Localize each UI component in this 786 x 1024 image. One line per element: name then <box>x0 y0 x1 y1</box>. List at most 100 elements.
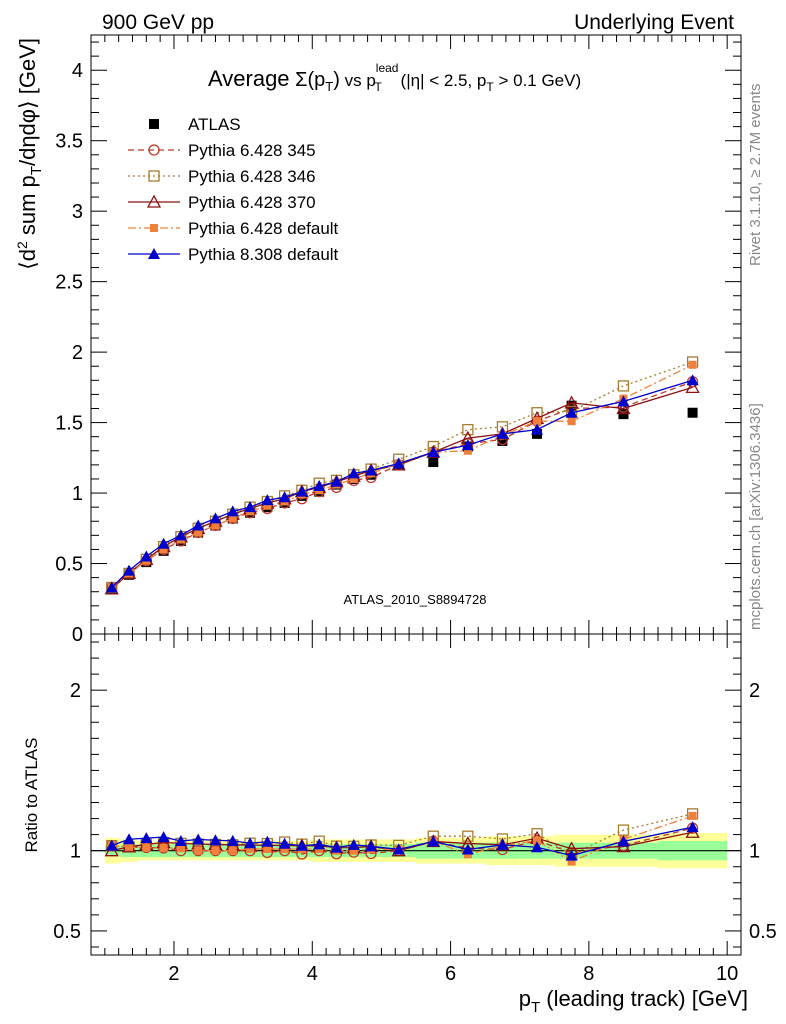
ratio-point <box>365 840 378 852</box>
legend-label: Pythia 6.428 346 <box>188 167 316 186</box>
ratio-point <box>392 843 405 855</box>
ratio-point <box>261 835 274 847</box>
ratio-point <box>330 841 343 853</box>
data-point <box>263 501 272 510</box>
legend-label: ATLAS <box>188 115 241 134</box>
y-tick-label-right: 0.5 <box>749 921 777 943</box>
ratio-point <box>617 824 630 836</box>
ratio-point <box>496 838 509 850</box>
ratio-point <box>226 834 239 846</box>
legend-marker <box>150 224 158 232</box>
data-point <box>209 512 222 524</box>
y-tick-label-right: 1 <box>749 841 760 863</box>
data-point <box>174 529 187 541</box>
ratio-point <box>125 842 134 851</box>
y-tick-label: 1.5 <box>55 413 83 435</box>
legend-marker <box>148 248 160 259</box>
ratio-point <box>157 831 170 843</box>
legend-label: Pythia 6.428 default <box>188 219 339 238</box>
ratio-point <box>280 844 289 853</box>
legend-label: Pythia 6.428 370 <box>188 193 316 212</box>
legend-label: Pythia 8.308 default <box>188 245 339 264</box>
legend-label: Pythia 6.428 345 <box>188 141 316 160</box>
data-point <box>686 374 699 386</box>
data-point <box>496 427 509 439</box>
data-point <box>427 446 440 458</box>
ratio-point <box>244 837 257 849</box>
data-point <box>687 407 698 418</box>
ratio-point <box>209 834 222 846</box>
data-point <box>688 360 697 369</box>
ratio-point <box>140 832 153 844</box>
y-tick-label: 1 <box>70 841 81 863</box>
legend-marker <box>148 144 160 156</box>
data-point <box>295 485 308 497</box>
data-point <box>140 550 153 562</box>
data-point <box>194 528 203 537</box>
y-tick-label: 3 <box>72 201 83 223</box>
ratio-point <box>686 821 699 833</box>
y-tick-label: 0 <box>72 624 83 646</box>
ratio-point <box>192 833 205 845</box>
series-2 <box>106 356 699 594</box>
data-point <box>228 514 237 523</box>
ratio-series-5 <box>105 821 699 861</box>
ratio-point <box>462 830 474 842</box>
ratio-line <box>111 827 693 855</box>
ratio-point <box>211 846 220 855</box>
data-point <box>617 395 630 407</box>
ratio-point <box>313 838 326 850</box>
data-point <box>347 467 360 479</box>
upper-plot: 0 0.5 1 1.5 2 2.5 3 3.5 4 ⟨d2 sum pT/dηdφ⟩ [GeV] A… <box>14 34 742 646</box>
legend: ATLAS Pythia 6.428 345 Pythia 6.428 346 Pyt… <box>128 115 339 264</box>
data-point <box>226 505 239 517</box>
ratio-point <box>349 846 358 855</box>
ratio-point <box>565 849 578 861</box>
series-line <box>111 381 693 588</box>
data-point <box>533 417 542 426</box>
data-point <box>616 401 631 415</box>
ratio-point <box>159 843 168 852</box>
mcplots-label: mcplots.cern.ch [arXiv:1306.3436] <box>747 403 764 630</box>
analysis-id: ATLAS_2010_S8894728 <box>344 592 487 607</box>
data-point <box>313 480 326 492</box>
y-tick-label-right: 2 <box>749 680 760 702</box>
lower-frame <box>90 633 742 956</box>
data-point <box>565 406 578 418</box>
ratio-point <box>617 835 630 847</box>
series-3 <box>104 379 700 595</box>
x-tick-label: 10 <box>716 963 738 985</box>
lower-plot: 2 4 6 8 10 0.5 0.5 1 1 2 2 pT (leading track) [GeV]… <box>22 633 777 1016</box>
series-line <box>111 364 693 588</box>
data-point <box>497 435 508 446</box>
x-axis-label: pT (leading track) [GeV] <box>519 986 748 1016</box>
x-tick-label: 4 <box>307 963 318 985</box>
x-tick-label: 2 <box>168 963 179 985</box>
ratio-point <box>142 843 151 852</box>
data-point <box>365 464 378 476</box>
y-tick-label: 4 <box>72 60 83 82</box>
data-point <box>462 423 474 436</box>
data-point <box>685 379 700 394</box>
data-point <box>461 439 474 451</box>
data-point <box>428 457 439 468</box>
legend-marker <box>148 170 160 182</box>
ratio-point <box>461 843 474 855</box>
data-point <box>278 491 291 503</box>
ratio-point <box>531 841 544 853</box>
ratio-point <box>295 839 308 851</box>
x-tick-label: 8 <box>583 963 594 985</box>
y-tick-label: 0.5 <box>55 554 83 576</box>
ratio-point <box>427 835 440 847</box>
ratio-point <box>194 846 203 855</box>
ratio-point <box>174 834 187 846</box>
data-point <box>531 423 544 435</box>
chart-title: Average Σ(pT) vs plead T (|η| < 2.5, pT >… <box>208 61 581 94</box>
series-0 <box>106 400 698 594</box>
y-tick-label: 0.5 <box>53 921 81 943</box>
series-line <box>111 386 693 590</box>
ratio-point <box>246 844 255 853</box>
data-point <box>330 475 343 487</box>
header-left: 900 GeV pp <box>102 11 214 34</box>
